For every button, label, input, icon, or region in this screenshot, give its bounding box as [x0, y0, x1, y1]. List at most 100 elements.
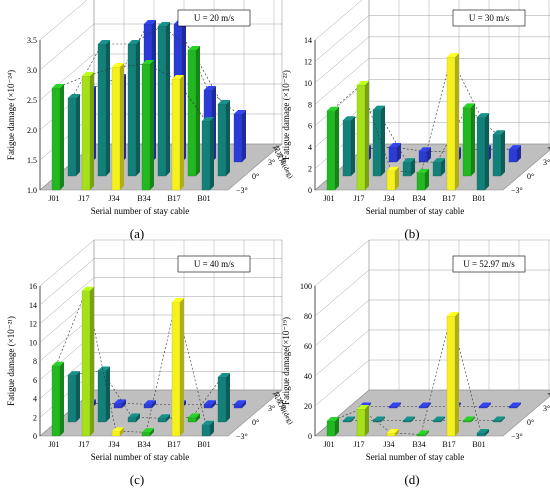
x-axis-label: Serial number of stay cable: [91, 206, 189, 216]
bar-mark: [508, 145, 521, 163]
bar-mark: [386, 166, 399, 191]
bar-mark: [388, 402, 401, 409]
bar-mark: [171, 75, 184, 191]
bar-mark: [402, 158, 415, 177]
grid-line: [39, 53, 95, 101]
x-tick-label: B17: [167, 194, 180, 203]
wind-speed-label: U = 52.97 m/s: [463, 259, 515, 269]
wind-speed-label: U = 30 m/s: [469, 13, 510, 23]
wind-speed-box: [452, 9, 526, 27]
grid-line: [314, 58, 370, 105]
bar-mark: [476, 113, 489, 191]
chart-panel-b: 0 2 4 6 8 10 12 14 J01 J17 J34 B34 B17 B01 Serial numb…: [275, 0, 550, 246]
y-axis-label: Fatigue damage(×10⁻¹⁹): [281, 317, 291, 405]
wind-speed-box: [177, 255, 251, 273]
series-connector-line: [330, 56, 482, 174]
bar-mark: [432, 416, 445, 423]
grid-line: [314, 389, 370, 437]
y-tick-label: 4: [308, 143, 312, 152]
bar-mark: [143, 400, 156, 409]
y-tick-label: 6: [308, 122, 312, 131]
y-tick-label: 14: [304, 36, 312, 45]
x-tick-label: B01: [197, 194, 210, 203]
y-tick-label: 1.5: [27, 156, 37, 165]
bar-mark: [157, 22, 170, 177]
x-tick-label: B17: [167, 440, 180, 449]
y-tick-label: 8: [33, 357, 37, 366]
bar-mark: [372, 416, 385, 423]
bar-mark: [127, 40, 140, 177]
x-tick-label: B01: [472, 194, 485, 203]
chart-svg-a: 1.0 1.5 2.0 2.5 3.0 3.5 J01 J17 J34 B34 B17 B01 Seri…: [6, 0, 296, 241]
bar-mark: [416, 430, 429, 437]
chart-svg-c: 0 2 4 6 8 10 12 14 16 J01 J17 J34 B34 B17 B01 Serial nu…: [6, 239, 296, 487]
panel-letter: (c): [130, 472, 144, 487]
attack-angle-tick-label: −3°: [511, 186, 523, 195]
bar-mark: [342, 416, 355, 423]
panel-letter: (b): [404, 226, 419, 241]
grid-line: [314, 299, 370, 347]
y-tick-label: 3.0: [27, 66, 37, 75]
grid-line: [314, 239, 370, 287]
bar-mark: [326, 417, 339, 437]
bar-mark: [446, 53, 459, 191]
x-tick-label: B17: [442, 194, 455, 203]
series-connector-line: [71, 25, 223, 105]
wind-speed-label: U = 20 m/s: [194, 13, 235, 23]
bar-mark: [97, 366, 110, 423]
bar-mark: [171, 297, 184, 437]
bar-mark: [462, 416, 475, 423]
attack-angle-tick-label: 3°: [543, 158, 550, 167]
chart-panel-c: 0 2 4 6 8 10 12 14 16 J01 J17 J34 B34 B17 B01 Serial nu…: [0, 239, 296, 492]
y-tick-label: 60: [304, 342, 312, 351]
bar-mark: [67, 371, 80, 423]
y-tick-label: 4: [33, 395, 37, 404]
bar-mark: [157, 414, 170, 423]
attack-angle-tick-label: 0°: [252, 172, 259, 181]
bar-mark: [446, 312, 459, 437]
x-axis-label: Serial number of stay cable: [366, 452, 464, 462]
series-connector-line: [71, 370, 223, 419]
wind-speed-box: [452, 255, 526, 273]
bar-mark: [203, 400, 216, 409]
x-tick-label: J17: [78, 440, 89, 449]
attack-angle-tick-label: −3°: [236, 432, 248, 441]
bar-mark: [141, 428, 154, 437]
chart-panel-d: 0 20 40 60 80 100 J01 J17 J34 B34 B17 B01 Serial num…: [275, 239, 550, 492]
y-tick-label: 80: [304, 312, 312, 321]
bar-mark: [233, 400, 246, 409]
bar-mark: [81, 286, 94, 437]
bar-mark: [233, 110, 246, 163]
attack-angle-tick-label: 0°: [252, 418, 259, 427]
y-axis-label: Fatigue damage (×10⁻²²): [281, 70, 291, 160]
grid-line: [39, 23, 95, 71]
bar-mark: [187, 46, 200, 177]
bar-mark: [217, 100, 230, 177]
bar-mark: [418, 147, 431, 163]
x-tick-label: B01: [197, 440, 210, 449]
bar-mark: [187, 413, 200, 423]
y-tick-label: 0: [33, 432, 37, 441]
x-tick-label: B34: [412, 440, 425, 449]
grid-line: [314, 329, 370, 377]
x-tick-label: J34: [108, 194, 119, 203]
y-tick-label: 1.0: [27, 186, 37, 195]
y-tick-label: 100: [300, 282, 312, 291]
attack-angle-tick-label: 0°: [527, 418, 534, 427]
bar-mark: [51, 84, 64, 191]
y-tick-label: 2: [33, 413, 37, 422]
bar-mark: [402, 416, 415, 423]
x-tick-label: B17: [442, 440, 455, 449]
x-axis-label: Serial number of stay cable: [91, 452, 189, 462]
grid-line: [39, 0, 88, 41]
bar-mark: [388, 143, 401, 163]
y-tick-label: 20: [304, 402, 312, 411]
y-tick-label: 14: [29, 301, 37, 310]
y-axis-label: Fatigue damage (×10⁻²⁴): [6, 70, 16, 160]
x-tick-label: J34: [383, 194, 394, 203]
y-axis-label: Fatigue damage (×10⁻²¹): [6, 316, 16, 406]
wind-speed-label: U = 40 m/s: [194, 259, 235, 269]
bar-mark: [356, 405, 369, 437]
x-tick-label: J17: [353, 194, 364, 203]
x-tick-label: J17: [353, 440, 364, 449]
